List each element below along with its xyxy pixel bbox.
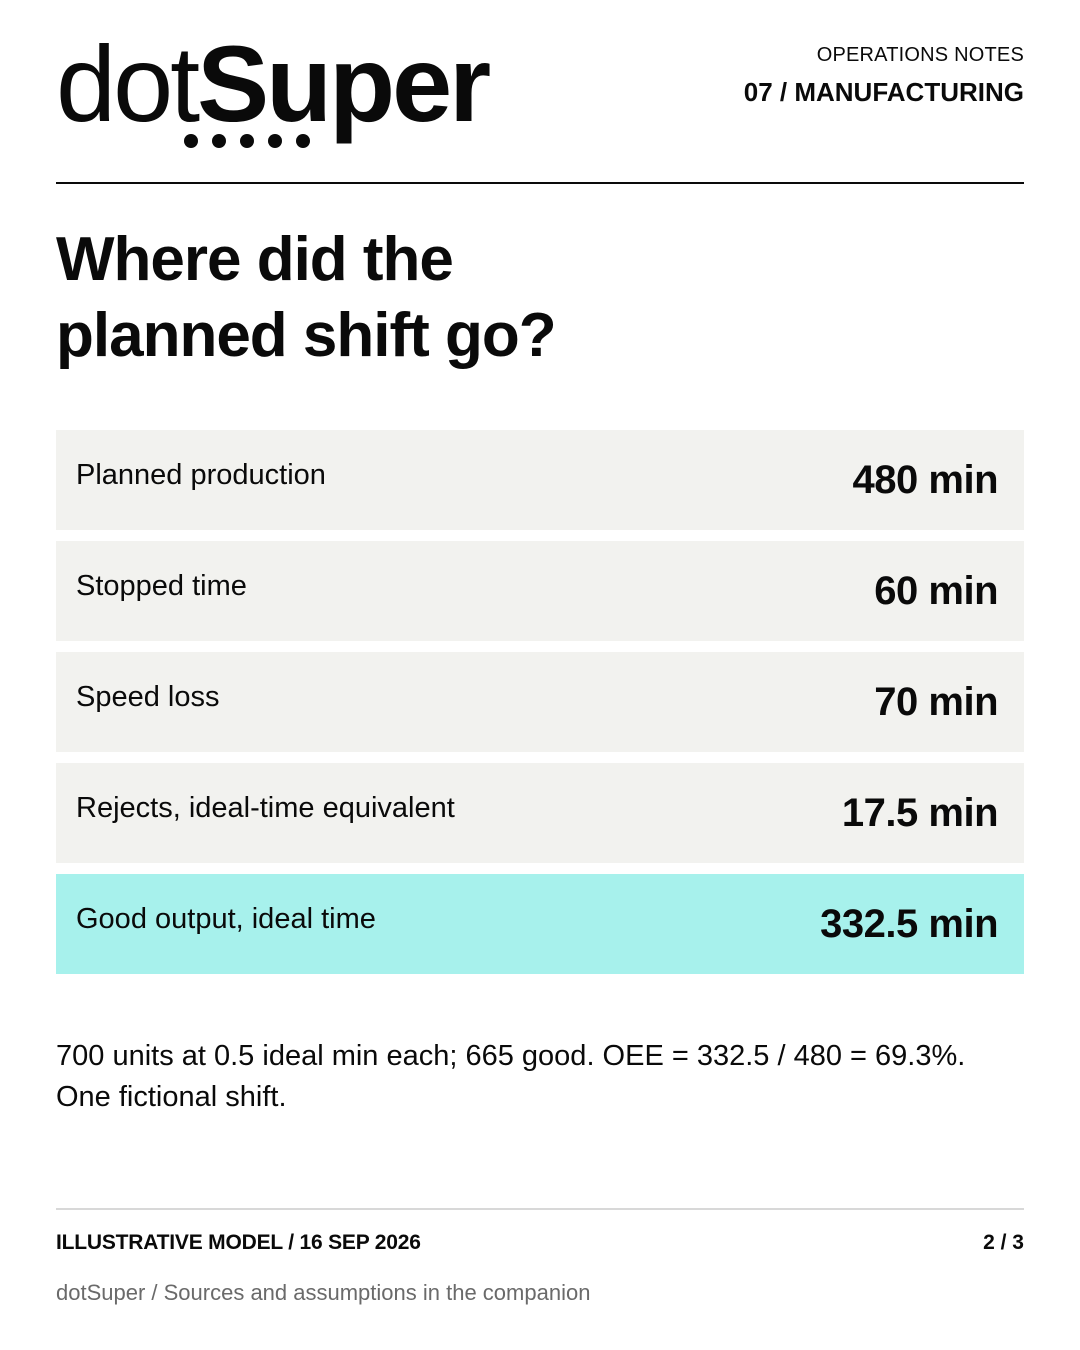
brand-dot [212,134,226,148]
brand-dot [268,134,282,148]
row-value: 17.5 min [841,790,999,835]
row-value: 480 min [852,457,999,502]
header-meta: OPERATIONS NOTES 07 / MANUFACTURING [744,44,1024,108]
list-item-highlighted: Good output, ideal time 332.5 min [56,874,1024,974]
row-value: 332.5 min [820,901,998,946]
list-item: Planned production 480 min [56,430,1024,530]
time-breakdown-list: Planned production 480 min Stopped time … [56,430,1024,985]
list-item: Rejects, ideal-time equivalent 17.5 min [56,763,1024,863]
brand-dots [184,134,310,148]
brand-dot [184,134,198,148]
page-title: Where did the planned shift go? [56,222,756,374]
row-value: 70 min [874,679,998,724]
brand-wordmark-light: dot [56,23,200,144]
brand-wordmark: dotSuper [56,30,536,138]
footer-label: ILLUSTRATIVE MODEL / 16 SEP 2026 [56,1231,421,1254]
brand-logo: dotSuper [56,30,536,160]
footer-divider [56,1208,1024,1210]
page-title-line: planned shift go? [56,301,557,370]
page-indicator: 2 / 3 [983,1231,1024,1254]
brand-wordmark-bold: Super [197,23,491,144]
brand-dot [240,134,254,148]
row-label: Planned production [76,458,326,491]
page-title-line: Where did the [56,225,454,294]
list-item: Stopped time 60 min [56,541,1024,641]
row-label: Speed loss [76,680,220,713]
calculation-note: 700 units at 0.5 ideal min each; 665 goo… [56,1040,966,1113]
row-label: Rejects, ideal-time equivalent [76,791,455,824]
issue-label: 07 / MANUFACTURING [743,77,1024,107]
source-note: dotSuper / Sources and assumptions in th… [56,1280,591,1305]
series-label: OPERATIONS NOTES [816,44,1024,66]
header-divider [56,182,1024,184]
brand-dot [296,134,310,148]
list-item: Speed loss 70 min [56,652,1024,752]
row-label: Stopped time [76,569,247,602]
row-label: Good output, ideal time [76,902,376,935]
row-value: 60 min [874,568,998,613]
